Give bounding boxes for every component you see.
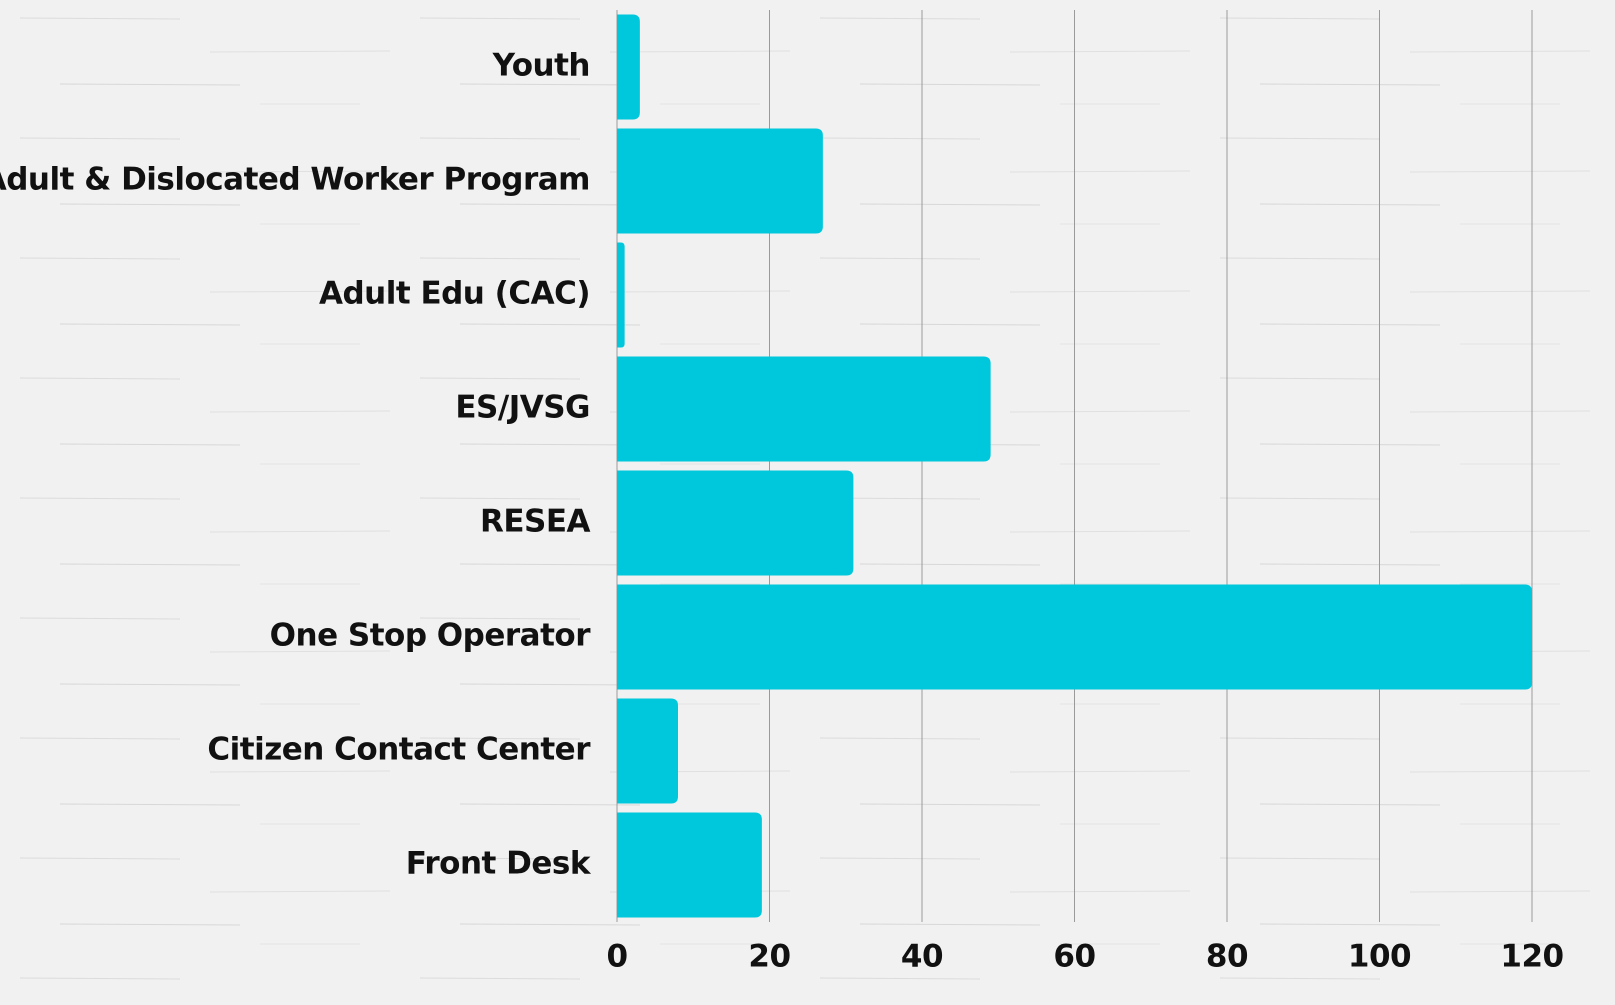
y-tick-label: Youth bbox=[492, 48, 590, 84]
y-tick-label: RESEA bbox=[480, 504, 591, 540]
y-tick-label: Adult Edu (CAC) bbox=[319, 276, 590, 312]
y-tick-label: Adult & Dislocated Worker Program bbox=[0, 162, 590, 198]
bar bbox=[617, 470, 854, 576]
y-tick-label: Front Desk bbox=[406, 846, 592, 882]
bar bbox=[617, 584, 1532, 690]
x-tick-label: 120 bbox=[1500, 939, 1563, 975]
bar bbox=[617, 698, 678, 804]
x-tick-label: 100 bbox=[1348, 939, 1411, 975]
bar bbox=[617, 14, 640, 120]
bar bbox=[617, 812, 762, 918]
y-tick-label: Citizen Contact Center bbox=[207, 732, 591, 768]
bar bbox=[617, 128, 823, 234]
y-tick-label: ES/JVSG bbox=[455, 390, 590, 426]
bar bbox=[617, 242, 625, 348]
x-tick-label: 80 bbox=[1206, 939, 1248, 975]
x-tick-label: 40 bbox=[901, 939, 943, 975]
x-tick-label: 0 bbox=[606, 939, 627, 975]
x-tick-label: 20 bbox=[748, 939, 790, 975]
x-tick-label: 60 bbox=[1053, 939, 1095, 975]
y-tick-label: One Stop Operator bbox=[270, 618, 592, 654]
bar bbox=[617, 356, 991, 462]
